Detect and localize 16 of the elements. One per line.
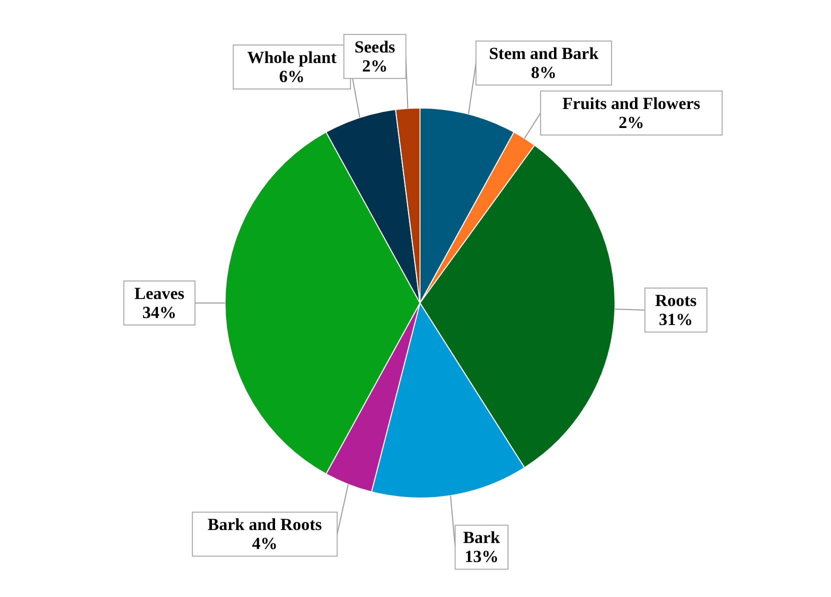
slice-label: Roots — [655, 291, 698, 310]
data-label: 4% — [252, 534, 278, 554]
data-label: 31% — [658, 310, 693, 330]
data-label: 34% — [142, 303, 176, 322]
slice-label: Whole plant — [247, 48, 337, 68]
data-label: 13% — [464, 547, 499, 566]
slice-label: Fruits and Flowers — [562, 94, 701, 114]
slice-label: Bark and Roots — [208, 515, 322, 534]
data-label: 8% — [531, 63, 557, 82]
data-label: 2% — [362, 56, 388, 76]
data-label: 6% — [279, 67, 305, 86]
data-label: 2% — [618, 113, 644, 132]
slice-label: Bark — [463, 528, 501, 548]
slice-label: Seeds — [354, 37, 396, 56]
slice-label: Stem and Bark — [488, 44, 600, 64]
slice-label: Leaves — [134, 284, 185, 303]
